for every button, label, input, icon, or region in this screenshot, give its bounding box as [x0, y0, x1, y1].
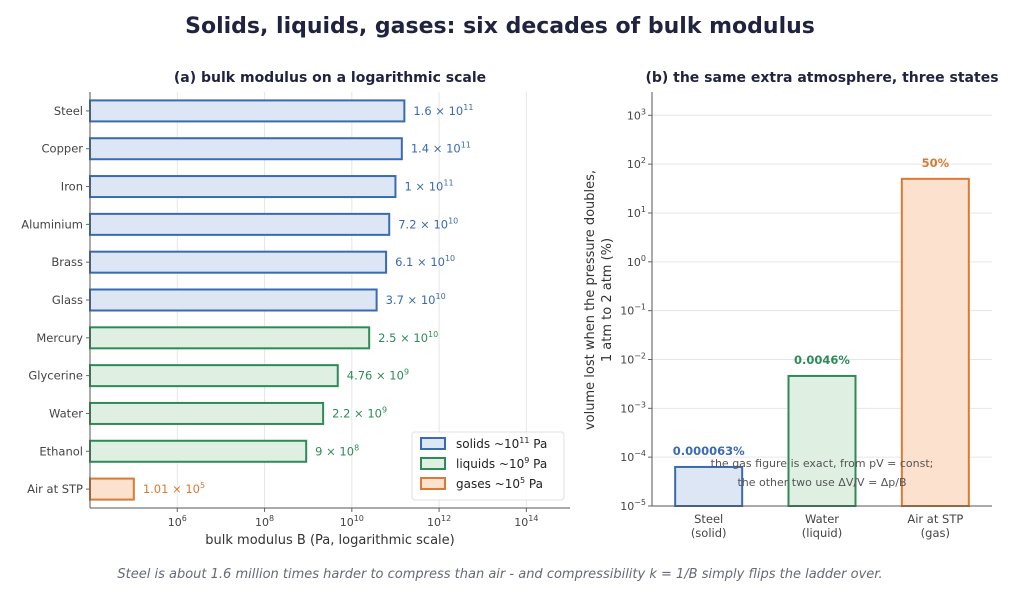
panel-b-bar-value-label: 0.000063%: [673, 444, 745, 458]
panel-a-value-label: 1.4 × 1011: [411, 141, 471, 156]
panel-a-category-label: Mercury: [36, 331, 83, 345]
legend-box: [411, 431, 565, 501]
panel-a-value-label: 6.1 × 1010: [395, 254, 455, 269]
figure-footnote: Steel is about 1.6 million times harder …: [117, 567, 883, 582]
panel-b-ytick-label: 10−5: [620, 498, 646, 513]
legend-swatch: [420, 457, 446, 470]
panel-b-ytick-label: 10−1: [620, 303, 646, 318]
panel-a-xtick-label: 1012: [427, 514, 451, 529]
panel-b-ytick-label: 100: [627, 254, 646, 269]
panel-a-bar: [89, 99, 406, 123]
panel-b-y-axis-label-line1: volume lost when the pressure doubles,: [583, 170, 598, 430]
panel-a-category-label: Copper: [42, 142, 84, 156]
panel-b-y-axis-label-line2: 1 atm to 2 atm (%): [600, 238, 615, 362]
panel-b-category-label: Water: [805, 512, 839, 526]
panel-a-title: (a) bulk modulus on a logarithmic scale: [174, 70, 486, 86]
panel-b-y-axis-label: volume lost when the pressure doubles, 1 …: [583, 170, 615, 430]
panel-a-value-label: 3.7 × 1010: [386, 292, 446, 307]
panel-b-bar: [787, 374, 857, 507]
panel-a-xtick-label: 1010: [340, 514, 364, 529]
panel-b-bar: [900, 177, 970, 507]
figure-title: Solids, liquids, gases: six decades of b…: [185, 14, 815, 39]
panel-a-value-label: 2.5 × 1010: [378, 330, 438, 345]
panel-b-category-state: (solid): [691, 526, 727, 540]
panel-b-bar: [674, 465, 744, 508]
panel-a-category-label: Brass: [51, 255, 83, 269]
panel-b-bar-value-label: 0.0046%: [794, 353, 850, 367]
panel-a-value-label: 4.76 × 109: [347, 368, 409, 383]
panel-b-annotation-line2: the other two use ΔV/V = Δp/B: [737, 476, 906, 489]
panel-a-bar: [89, 212, 391, 236]
panel-a-value-label: 1 × 1011: [404, 179, 453, 194]
panel-a-category-label: Ethanol: [39, 444, 83, 458]
panel-a-bar: [89, 326, 371, 350]
panel-a-value-label: 2.2 × 109: [332, 405, 387, 420]
panel-b-ytick-label: 102: [627, 156, 646, 171]
legend-entry: solids ~1011 Pa: [456, 436, 547, 451]
panel-a-category-label: Steel: [54, 104, 83, 118]
panel-b-category-label: Air at STP: [907, 512, 963, 526]
panel-a-xtick-label: 108: [255, 514, 274, 529]
panel-a-legend: solids ~1011 Pa liquids ~109 Pa gases ~105…: [411, 431, 565, 501]
panel-b-category-label: Steel: [694, 512, 723, 526]
panel-a-value-label: 7.2 × 1010: [398, 216, 458, 231]
legend-swatch: [420, 477, 446, 490]
panel-b-ytick-label: 101: [627, 205, 646, 220]
panel-a-bar: [89, 401, 325, 425]
panel-b-ytick-label: 10−2: [620, 351, 646, 366]
panel-a-value-label: 9 × 108: [315, 443, 359, 458]
panel-a-xtick-label: 106: [168, 514, 187, 529]
legend-swatch: [420, 437, 446, 450]
panel-a-category-label: Glycerine: [28, 369, 83, 383]
panel-b-annotation-line1: the gas figure is exact, from pV = const…: [711, 457, 934, 470]
panel-a-category-label: Air at STP: [27, 482, 83, 496]
panel-a-category-label: Water: [49, 406, 83, 420]
panel-a-category-label: Glass: [52, 293, 83, 307]
legend-entry: gases ~105 Pa: [456, 476, 543, 491]
panel-a-value-label: 1.01 × 105: [143, 481, 205, 496]
panel-a-x-axis-label: bulk modulus B (Pa, logarithmic scale): [205, 533, 454, 548]
panel-a-bar: [89, 288, 378, 312]
legend-entry: liquids ~109 Pa: [456, 456, 547, 471]
panel-b-title: (b) the same extra atmosphere, three sta…: [645, 70, 998, 86]
panel-a-bar: [89, 477, 135, 501]
panel-b-category-state: (gas): [921, 526, 950, 540]
panel-b-ytick-label: 10−4: [620, 449, 646, 464]
panel-a-xtick-label: 1014: [514, 514, 538, 529]
panel-b-category-state: (liquid): [802, 526, 842, 540]
panel-a-category-label: Iron: [61, 180, 83, 194]
panel-a-bar: [89, 250, 388, 274]
panel-a-bar: [89, 439, 308, 463]
panel-b-ytick-label: 103: [627, 107, 646, 122]
panel-a-value-label: 1.6 × 1011: [413, 103, 473, 118]
panel-a-bar: [89, 175, 397, 199]
panel-a-bar: [89, 137, 403, 161]
panel-a-category-label: Aluminium: [21, 217, 83, 231]
panel-a-bar: [89, 364, 339, 388]
panel-b-bar-value-label: 50%: [922, 156, 950, 170]
panel-b-ytick-label: 10−3: [620, 400, 646, 415]
